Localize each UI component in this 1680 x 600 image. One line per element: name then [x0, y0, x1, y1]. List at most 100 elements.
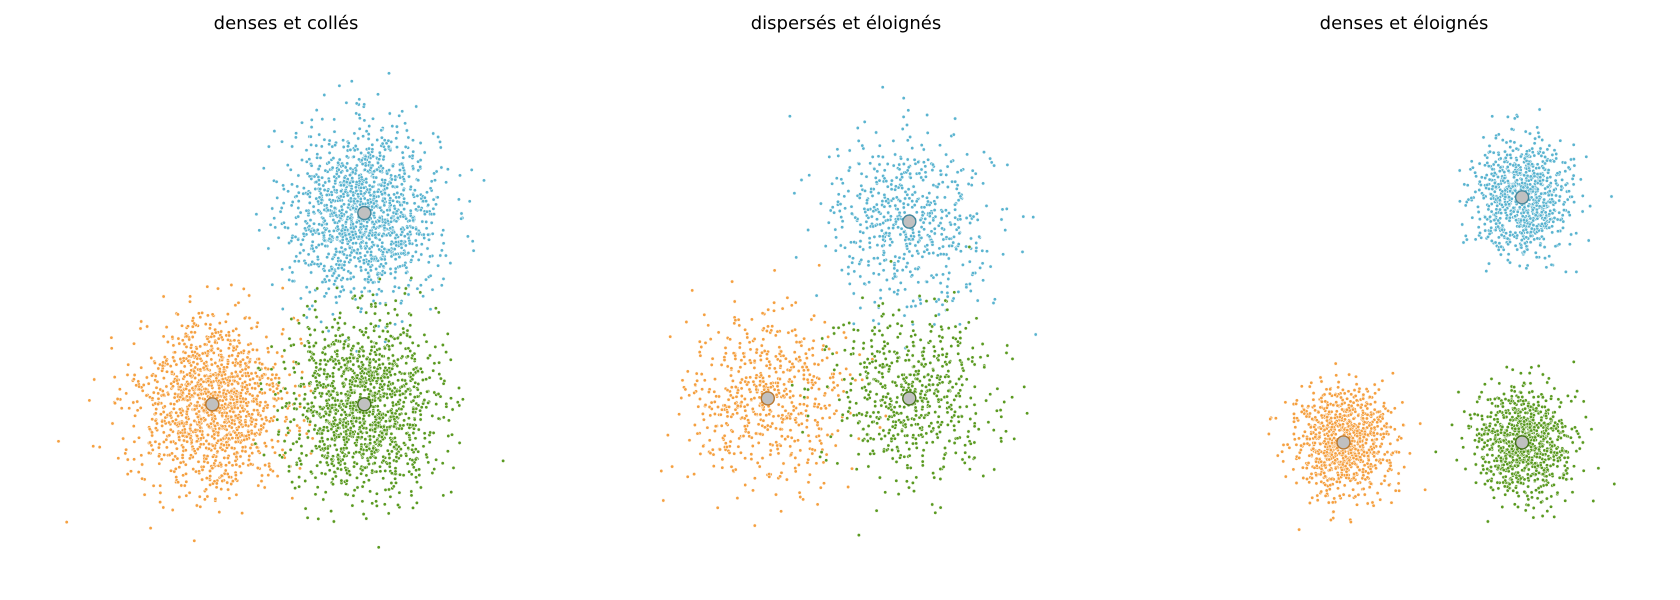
panel-1-cluster-3-point [299, 451, 304, 456]
panel-1-cluster-2-point [161, 505, 166, 510]
panel-1-cluster-3-point [312, 427, 317, 432]
panel-1-cluster-2-point [205, 313, 210, 318]
panel-1-cluster-1-point [330, 256, 335, 261]
panel-1-cluster-3-point [386, 511, 391, 516]
panel-1-cluster-2-point [146, 451, 151, 455]
panel-1-cluster-2-point [191, 316, 196, 321]
panel-2-cluster-1-point [947, 270, 952, 275]
panel-2-cluster-2-point [735, 390, 740, 395]
panel-1-cluster-3-point [418, 408, 423, 413]
panel-1-cluster-2-point [235, 374, 240, 379]
panel-1-cluster-3-point [368, 422, 373, 427]
panel-1-cluster-3-point [409, 276, 414, 280]
panel-1-cluster-3-point [308, 419, 313, 424]
panel-1-cluster-1-point [345, 277, 350, 282]
panel-1-cluster-3-point [414, 500, 419, 505]
panel-1-cluster-1-point [320, 175, 325, 180]
panel-1-cluster-3-point [327, 413, 332, 417]
panel-2-cluster-1-point [871, 224, 876, 229]
panel-2-cluster-1-point [818, 201, 823, 206]
panel-1-cluster-3-point [333, 474, 338, 479]
panel-1-cluster-1-point [390, 230, 395, 235]
panel-1-cluster-1-point [330, 312, 335, 317]
panel-1-cluster-2-point [217, 510, 222, 515]
panel-1-cluster-2-point [231, 345, 236, 350]
panel-1-cluster-3-point [286, 430, 291, 435]
panel-2-cluster-1-point [968, 289, 973, 293]
panel-1-cluster-3-point [323, 490, 328, 495]
panel-2-cluster-1-point [871, 209, 876, 214]
panel-1-cluster-1-point [337, 83, 342, 88]
panel-1-cluster-2-point [226, 487, 231, 492]
panel-1-cluster-3-point [395, 313, 400, 317]
panel-1-cluster-1-point [336, 273, 341, 278]
panel-1-cluster-3-point [313, 395, 318, 400]
panel-1-points [56, 71, 506, 550]
panel-1-cluster-3-point [333, 398, 338, 403]
panel-1-cluster-3-point [297, 475, 302, 480]
panel-1-cluster-3-point [328, 357, 333, 362]
panel-1-cluster-1-point [338, 258, 343, 263]
panel-2-cluster-2-point [820, 358, 825, 363]
panel-2-cluster-1-point [839, 177, 844, 182]
panel-2-cluster-1-point [840, 219, 845, 224]
panel-1-cluster-3-point [390, 410, 394, 415]
panel-1-cluster-1-point [342, 202, 346, 207]
panel-1-cluster-3-point [363, 330, 368, 335]
panel-1-cluster-2-point [239, 399, 243, 404]
panel-1-cluster-3-point [385, 322, 390, 327]
panel-2-cluster-2-point [812, 313, 817, 318]
panel-2-cluster-1-point [908, 171, 913, 176]
panel-1-cluster-2-point [135, 408, 140, 413]
panel-1-cluster-1-point [388, 266, 393, 271]
panel-1-cluster-2-point [272, 396, 277, 401]
panel-2-cluster-1-point [980, 248, 985, 253]
panel-1-cluster-1-point [422, 236, 427, 240]
panel-1-cluster-3-point [306, 401, 310, 406]
panel-1-cluster-3-point [297, 432, 302, 437]
panel-2-cluster-1-point [876, 272, 881, 277]
panel-1-cluster-2-point [216, 346, 220, 351]
panel-1-cluster-3-point [368, 351, 373, 356]
panel-2-cluster-1-point [894, 195, 899, 200]
panel-2-cluster-2-point [732, 299, 737, 304]
panel-1-cluster-3-point [358, 420, 362, 425]
panel-1-cluster-1-point [294, 222, 299, 227]
panel-1-cluster-2-point [158, 483, 163, 488]
panel-1-cluster-2-point [233, 458, 238, 463]
panel-2-cluster-1-point [953, 116, 958, 121]
panel-1-cluster-3-point [269, 367, 274, 372]
panel-1-cluster-1-point [371, 225, 376, 230]
panel-1-cluster-3-point [372, 461, 377, 466]
panel-1-cluster-1-point [307, 224, 312, 229]
panel-1-cluster-1-point [344, 100, 349, 105]
panel-1-cluster-1-point [320, 280, 325, 285]
panel-1-cluster-3-point [396, 503, 400, 507]
panel-2-cluster-1-point [992, 163, 997, 168]
panel-2-cluster-2-point [726, 397, 731, 402]
panel-1-cluster-3-point [426, 400, 431, 405]
panel-1-cluster-2-point [227, 475, 232, 479]
panel-1-cluster-2-point [168, 427, 173, 432]
panel-1-cluster-1-point [439, 283, 444, 288]
panel-2-cluster-1-point [953, 202, 957, 207]
panel-2-cluster-1-point [949, 159, 954, 164]
panel-1-cluster-3-point [280, 455, 285, 460]
panel-2-cluster-1-point [866, 263, 871, 268]
panel-1-cluster-1-point [348, 237, 353, 242]
panel-1-cluster-2-point [245, 355, 250, 360]
panel-1-cluster-3-point [400, 354, 405, 359]
panel-1-cluster-1-point [326, 252, 331, 256]
panel-1-cluster-3-point [387, 344, 391, 349]
panel-1-cluster-1-point [303, 219, 308, 224]
panel-1-cluster-2-point [238, 454, 243, 459]
panel-2-cluster-1-point [929, 229, 934, 234]
panel-1-cluster-3-point [388, 442, 393, 447]
panel-1-cluster-2-point [136, 379, 141, 384]
panel-2-cluster-1-point [901, 201, 906, 206]
panel-2-cluster-1-point [855, 126, 860, 130]
panel-1-cluster-3-point [304, 453, 309, 458]
panel-1-cluster-3-point [397, 412, 402, 417]
panel-1-cluster-3-point [341, 345, 346, 350]
panel-2-cluster-1-point [914, 210, 919, 215]
